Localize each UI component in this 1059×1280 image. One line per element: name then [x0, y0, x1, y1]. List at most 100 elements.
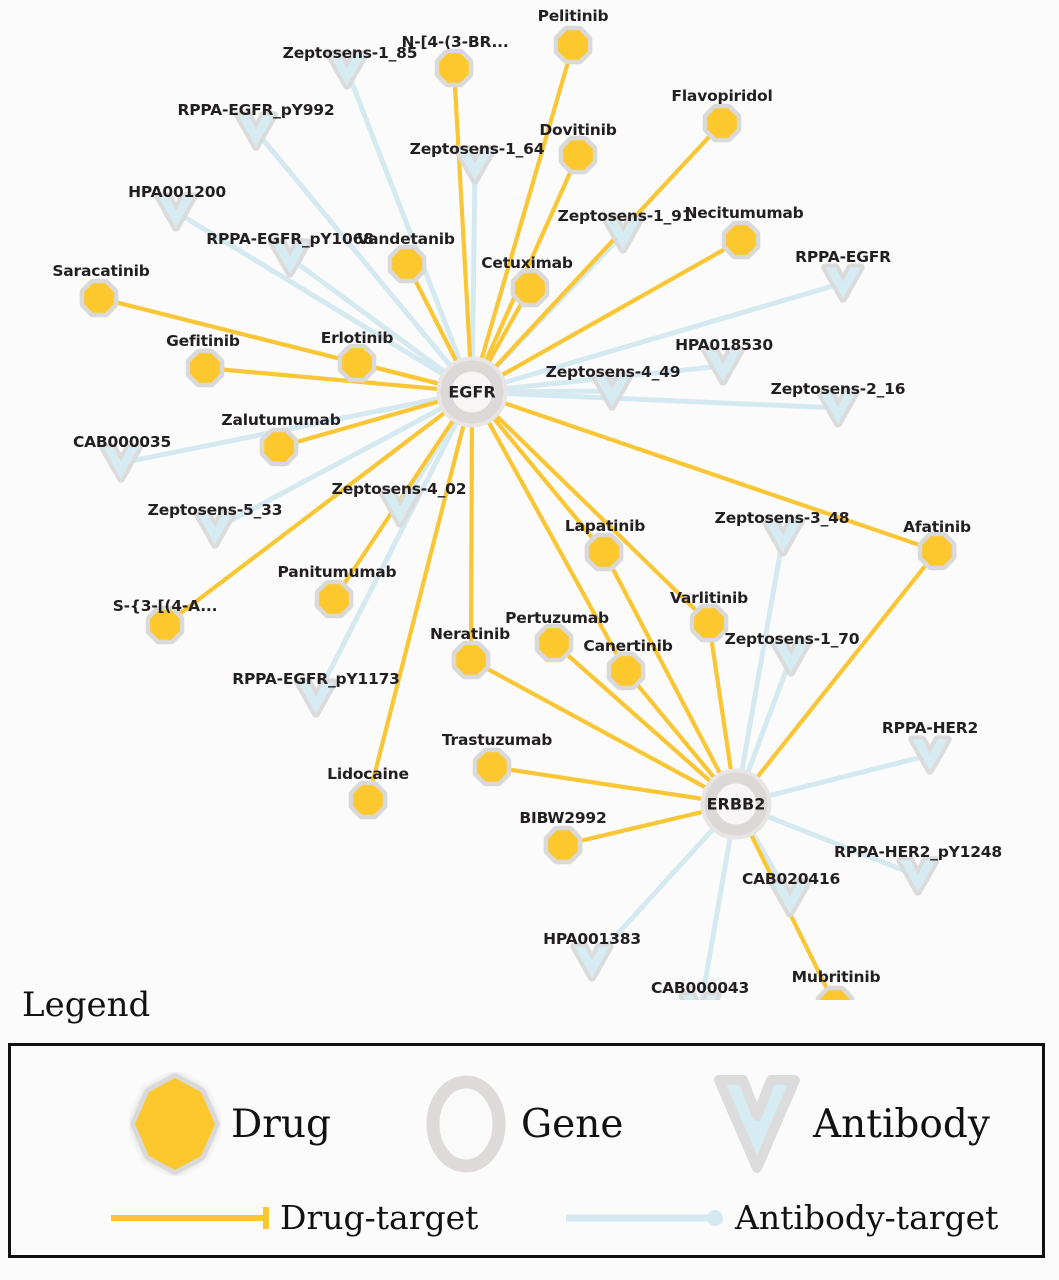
drug-target-edge	[162, 389, 475, 628]
drug-label: Lapatinib	[564, 517, 646, 535]
drug-node[interactable]	[314, 579, 354, 619]
drug-icon	[150, 610, 180, 640]
drug-node[interactable]	[337, 343, 377, 383]
nodes-layer	[79, 25, 957, 1031]
drug-label: Pertuzumab	[505, 609, 609, 627]
drug-node[interactable]	[387, 244, 427, 284]
drug-node[interactable]	[558, 135, 598, 175]
antibody-node[interactable]	[234, 111, 278, 151]
antibody-node[interactable]	[590, 371, 634, 411]
antibody-node[interactable]	[378, 488, 422, 528]
legend-gene-item: Gene	[421, 1072, 623, 1176]
drug-label: Flavopiridol	[671, 87, 773, 105]
drug-node[interactable]	[79, 278, 119, 318]
antibody-target-edge	[469, 162, 478, 395]
gene-node-egfr[interactable]	[436, 356, 508, 428]
antibody-icon-fill	[705, 350, 741, 382]
drug-icon	[515, 273, 545, 303]
drug-icon	[264, 432, 294, 462]
drug-target-edge	[551, 640, 739, 807]
antibody-node[interactable]	[821, 263, 865, 303]
drug-label: Necitumumab	[684, 204, 804, 222]
antibody-icon-fill	[238, 115, 274, 147]
drug-label: Dovitinib	[539, 121, 617, 139]
antibody-label: Zeptosens-4_02	[331, 480, 467, 498]
legend-antibody-target-label: Antibody-target	[735, 1198, 999, 1237]
legend-drug-target-item: Drug-target	[106, 1201, 478, 1234]
drug-node[interactable]	[543, 825, 583, 865]
antibody-node[interactable]	[294, 678, 338, 718]
antibody-node[interactable]	[908, 735, 952, 775]
antibody-node[interactable]	[816, 388, 860, 428]
antibody-label: Zeptosens-1_64	[409, 140, 545, 158]
drug-icon	[456, 645, 486, 675]
drug-node[interactable]	[472, 747, 512, 787]
drug-node[interactable]	[510, 268, 550, 308]
drug-node[interactable]	[534, 623, 574, 663]
antibody-icon-fill	[298, 682, 334, 714]
antibody-label: Zeptosens-4_49	[545, 363, 681, 381]
drug-label: BIBW2992	[519, 809, 607, 827]
gene-core	[452, 372, 492, 412]
drug-node[interactable]	[348, 780, 388, 820]
antibody-label: Zeptosens-3_48	[714, 509, 850, 527]
drug-node[interactable]	[434, 48, 474, 88]
antibody-label: Zeptosens-1_70	[724, 630, 860, 648]
drug-node[interactable]	[702, 103, 742, 143]
network-svg	[79, 25, 957, 1031]
drug-icon	[439, 53, 469, 83]
drug-node[interactable]	[917, 531, 957, 571]
drug-node[interactable]	[451, 640, 491, 680]
antibody-node[interactable]	[601, 214, 645, 254]
drug-icon	[342, 348, 372, 378]
antibody-node[interactable]	[453, 145, 497, 185]
drug-icon	[477, 752, 507, 782]
drug-node[interactable]	[145, 605, 185, 645]
antibody-node[interactable]	[570, 942, 614, 982]
drug-node[interactable]	[721, 220, 761, 260]
antibody-icon-fill	[820, 392, 856, 424]
antibody-label: RPPA-EGFR	[795, 248, 891, 266]
network-graph: Zeptosens-1_85 RPPA-EGFR_pY992 Zeptosens-1…	[52, 7, 1002, 1031]
antibody-node[interactable]	[325, 50, 369, 90]
gene-label: ERBB2	[706, 794, 766, 814]
drug-label: Afatinib	[903, 518, 971, 536]
drug-node[interactable]	[185, 348, 225, 388]
drug-node[interactable]	[584, 532, 624, 572]
drug-label: Cetuximab	[481, 254, 573, 272]
antibody-icon-fill	[103, 447, 139, 479]
antibody-target-edge	[287, 255, 475, 395]
gene-node-erbb2[interactable]	[700, 768, 772, 840]
drug-label: Zalutumumab	[221, 411, 341, 429]
drug-icon	[694, 608, 724, 638]
legend-antibody-label: Antibody	[813, 1101, 990, 1147]
antibody-node[interactable]	[768, 878, 812, 918]
antibody-target-edge	[733, 534, 786, 807]
antibody-node[interactable]	[99, 443, 143, 483]
antibody-icon-fill	[912, 739, 948, 771]
drug-label: Neratinib	[430, 625, 510, 643]
antibody-node[interactable]	[193, 509, 237, 549]
drug-target-edge-icon	[111, 1206, 269, 1229]
antibody-target-edge	[118, 389, 475, 466]
drug-label: Varlitinib	[669, 589, 749, 607]
antibody-icon-fill	[765, 521, 801, 553]
legend-box: Drug Gene Antibody Drug-target	[8, 1043, 1045, 1258]
drug-label: S-{3-[(4-A...	[112, 597, 218, 615]
antibody-icon-fill	[329, 54, 365, 86]
antibody-node[interactable]	[154, 192, 198, 232]
antibody-label: RPPA-EGFR_pY1068	[206, 230, 374, 248]
antibody-node[interactable]	[896, 856, 940, 896]
drug-node[interactable]	[553, 25, 593, 65]
drug-node[interactable]	[689, 603, 729, 643]
antibody-node[interactable]	[701, 346, 745, 386]
antibody-node[interactable]	[268, 238, 312, 278]
antibody-node[interactable]	[761, 517, 805, 557]
antibody-icon-fill	[457, 149, 493, 181]
legend-drug-label: Drug	[231, 1101, 331, 1147]
antibody-node[interactable]	[769, 637, 813, 677]
drug-icon	[353, 785, 383, 815]
drug-node[interactable]	[606, 651, 646, 691]
drug-node[interactable]	[259, 427, 299, 467]
drug-target-edge	[733, 548, 940, 807]
